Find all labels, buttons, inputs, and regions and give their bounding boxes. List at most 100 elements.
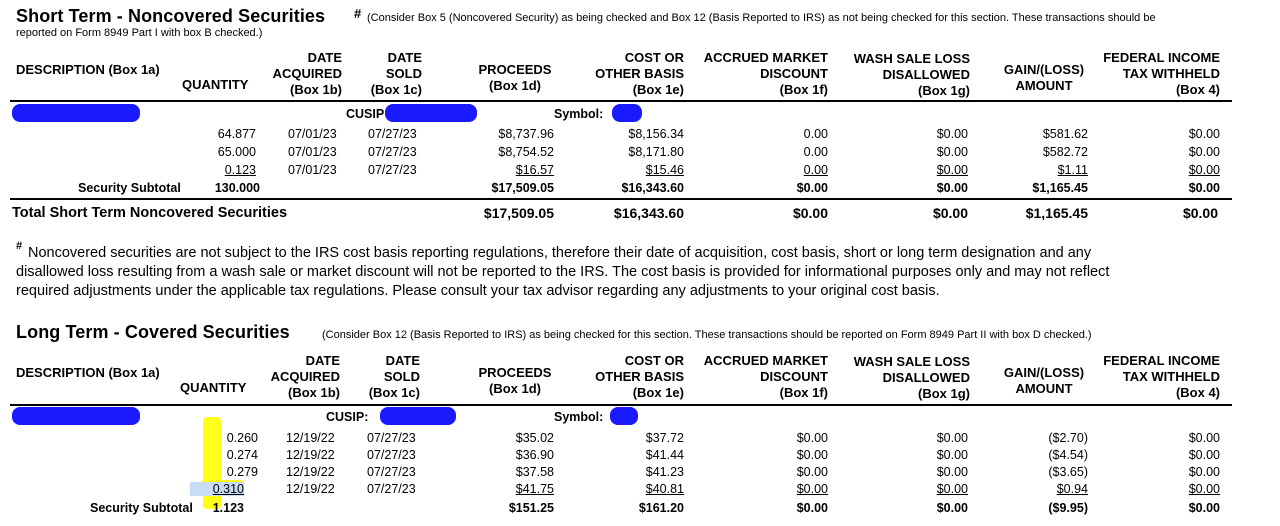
quantity-cell: 65.000 [217,145,256,159]
proceeds-cell: $37.58 [515,465,554,479]
header-date-sold: DATE SOLD (Box 1c) [368,353,420,400]
header-description: DESCRIPTION (Box 1a) [16,365,160,380]
date-sold-cell: 07/27/23 [367,482,416,496]
total-fed-tax: $0.00 [1182,205,1218,221]
redacted-description [12,104,140,122]
header-federal-tax: FEDERAL INCOME TAX WITHHELD (Box 4) [1103,50,1220,97]
symbol-label: Symbol: [554,410,604,424]
proceeds-cell: $151.25 [508,501,554,515]
fed-tax-cell: $0.00 [1188,163,1220,177]
date-acquired-cell: 12/19/22 [286,431,335,445]
date-acquired-cell: 07/01/23 [288,127,337,141]
short-total-rule [10,198,1232,200]
wash-sale-cell: $0.00 [936,145,968,159]
total-label: Total Short Term Noncovered Securities [12,205,288,221]
fed-tax-cell: $0.00 [1188,127,1220,141]
header-proceeds: PROCEEDS (Box 1d) [478,62,552,93]
short-term-title: Short Term - Noncovered Securities [16,6,326,26]
header-cost-basis: COST OR OTHER BASIS (Box 1e) [595,50,684,97]
header-proceeds: PROCEEDS (Box 1d) [478,365,552,396]
cost-basis-cell: $37.72 [645,431,684,445]
wash-sale-cell: $0.00 [936,431,968,445]
cusip-label: CUSIP [346,107,385,121]
cost-basis-cell: $41.23 [645,465,684,479]
fed-tax-cell: $0.00 [1188,465,1220,479]
accrued-cell: $0.00 [796,431,828,445]
accrued-cell: $0.00 [796,465,828,479]
quantity-cell: 0.274 [226,448,258,462]
noncovered-marker: # [354,6,362,21]
total-cost-basis: $16,343.60 [613,205,684,221]
redacted-description [12,407,140,425]
quantity-cell: 1.123 [212,501,244,515]
proceeds-cell: $41.75 [515,482,554,496]
cost-basis-cell: $16,343.60 [621,181,684,195]
short-header-rule [10,100,1232,102]
accrued-cell: $0.00 [796,501,828,515]
quantity-cell: 0.279 [226,465,258,479]
date-sold-cell: 07/27/23 [368,163,417,177]
date-sold-cell: 07/27/23 [367,431,416,445]
subtotal-label: Security Subtotal [90,501,193,515]
accrued-cell: $0.00 [796,181,828,195]
quantity-cell: 64.877 [217,127,256,141]
proceeds-cell: $8,754.52 [498,145,554,159]
quantity-cell: 130.000 [214,181,260,195]
cost-basis-cell: $161.20 [638,501,684,515]
header-cost-basis: COST OR OTHER BASIS (Box 1e) [595,353,684,400]
fed-tax-cell: $0.00 [1188,482,1220,496]
fed-tax-cell: $0.00 [1188,145,1220,159]
proceeds-cell: $36.90 [515,448,554,462]
date-acquired-cell: 12/19/22 [286,465,335,479]
date-acquired-cell: 07/01/23 [288,163,337,177]
date-acquired-cell: 12/19/22 [286,448,335,462]
header-description: DESCRIPTION (Box 1a) [16,62,160,77]
redacted-cusip [380,407,456,425]
accrued-cell: 0.00 [803,163,828,177]
date-sold-cell: 07/27/23 [367,465,416,479]
redacted-symbol [612,104,642,122]
footnote-line3: required adjustments under the applicabl… [16,283,940,299]
wash-sale-cell: $0.00 [936,163,968,177]
proceeds-cell: $8,737.96 [498,127,554,141]
quantity-cell: 0.123 [224,163,256,177]
short-term-note-line1: (Consider Box 5 (Noncovered Security) as… [367,12,1156,24]
wash-sale-cell: $0.00 [936,181,968,195]
gain-loss-cell: ($2.70) [1048,431,1088,445]
header-quantity: QUANTITY [182,77,249,92]
proceeds-cell: $35.02 [515,431,554,445]
gain-loss-cell: ($3.65) [1048,465,1088,479]
header-accrued-market-discount: ACCRUED MARKET DISCOUNT (Box 1f) [703,353,828,400]
redacted-cusip [385,104,477,122]
date-sold-cell: 07/27/23 [367,448,416,462]
date-sold-cell: 07/27/23 [368,145,417,159]
header-wash-sale: WASH SALE LOSS DISALLOWED (Box 1g) [853,51,970,98]
gain-loss-cell: ($4.54) [1048,448,1088,462]
total-gain-loss: $1,165.45 [1025,205,1088,221]
header-federal-tax: FEDERAL INCOME TAX WITHHELD (Box 4) [1103,353,1220,400]
fed-tax-cell: $0.00 [1188,431,1220,445]
accrued-cell: 0.00 [803,127,828,141]
gain-loss-cell: $1,165.45 [1032,181,1088,195]
header-date-acquired: DATE ACQUIRED (Box 1b) [270,353,340,400]
header-date-acquired: DATE ACQUIRED (Box 1b) [272,50,342,97]
wash-sale-cell: $0.00 [936,482,968,496]
quantity-cell-selected: 0.310 [190,482,244,496]
subtotal-label: Security Subtotal [78,181,181,195]
proceeds-cell: $16.57 [515,163,554,177]
accrued-cell: $0.00 [796,482,828,496]
cost-basis-cell: $8,156.34 [628,127,684,141]
header-date-sold: DATE SOLD (Box 1c) [370,50,422,97]
cost-basis-cell: $15.46 [645,163,684,177]
wash-sale-cell: $0.00 [936,448,968,462]
gain-loss-cell: $581.62 [1042,127,1088,141]
footnote-line2: disallowed loss resulting from a wash sa… [16,264,1110,280]
gain-loss-cell: ($9.95) [1048,501,1088,515]
total-proceeds: $17,509.05 [483,205,554,221]
total-accrued: $0.00 [792,205,828,221]
header-accrued-market-discount: ACCRUED MARKET DISCOUNT (Box 1f) [703,50,828,97]
gain-loss-cell: $0.94 [1056,482,1088,496]
total-wash-sale: $0.00 [932,205,968,221]
header-wash-sale: WASH SALE LOSS DISALLOWED (Box 1g) [853,354,970,401]
date-acquired-cell: 07/01/23 [288,145,337,159]
